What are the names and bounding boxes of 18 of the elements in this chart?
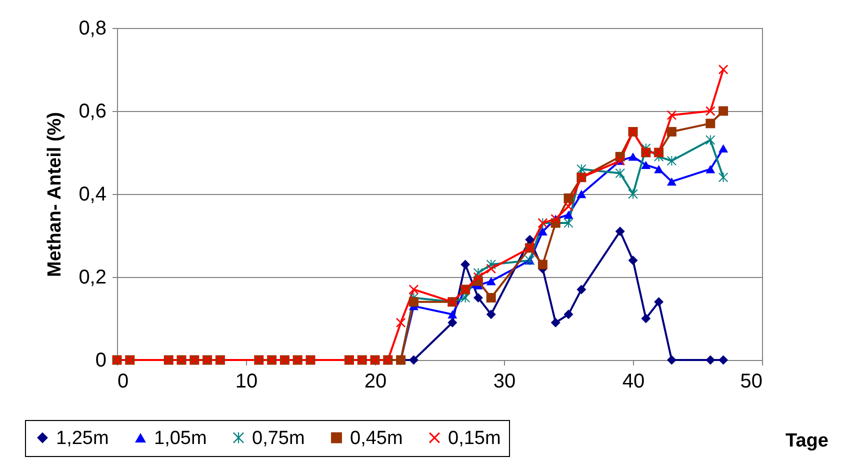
y-axis-title: Methan- Anteil (%) <box>44 112 66 278</box>
legend-label: 1,05m <box>154 428 207 449</box>
y-tick-label: 0,8 <box>78 18 106 40</box>
y-tick-label: 0 <box>95 350 106 372</box>
x-tick-label: 20 <box>364 370 387 392</box>
y-tick-label: 0,2 <box>78 266 106 288</box>
legend-label: 1,25m <box>56 428 109 449</box>
legend-label: 0,15m <box>448 428 501 449</box>
x-tick-label: 50 <box>740 370 762 392</box>
y-tick-label: 0,6 <box>78 100 106 122</box>
x-tick-label: 40 <box>622 370 645 392</box>
x-axis-title: Tage <box>786 430 828 452</box>
legend-label: 0,45m <box>350 428 403 449</box>
legend-label: 0,75m <box>252 428 305 449</box>
x-tick-label: 30 <box>493 370 516 392</box>
y-tick-label: 0,4 <box>78 184 106 206</box>
x-tick-label: 10 <box>235 370 258 392</box>
x-tick-label: 0 <box>118 370 129 392</box>
